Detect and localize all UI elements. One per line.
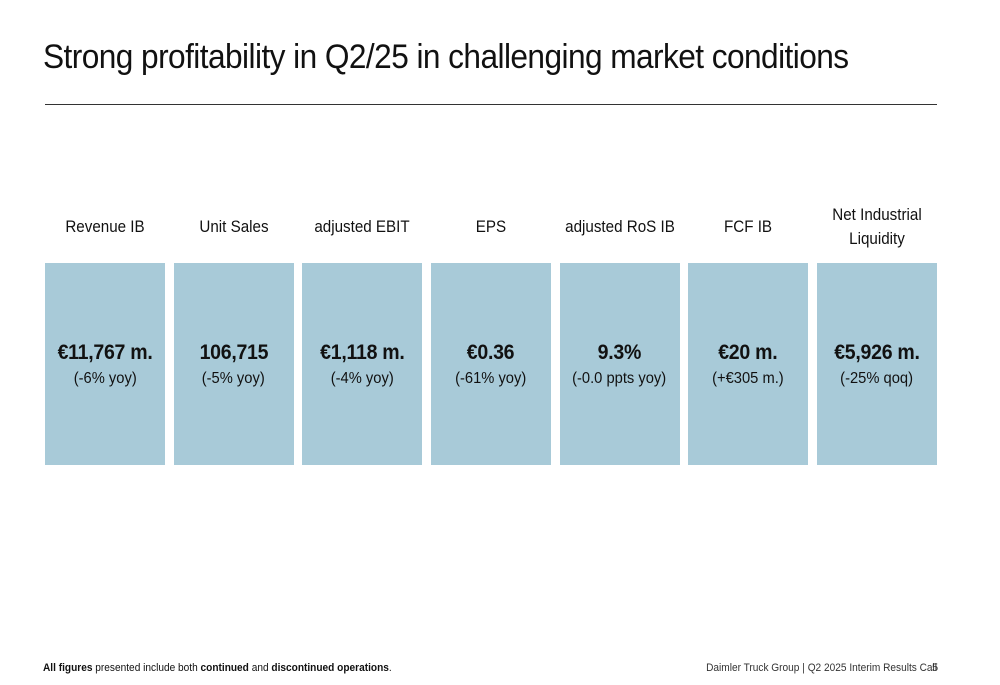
kpi-net-industrial-liquidity: Net Industrial Liquidity €5,926 m. (-25%… <box>816 196 937 465</box>
kpi-label: Unit Sales <box>199 218 269 236</box>
kpi-box: €11,767 m. (-6% yoy) <box>45 263 165 465</box>
kpi-value: €0.36 <box>467 340 515 364</box>
kpi-adjusted-ros: adjusted RoS IB 9.3% (-0.0 ppts yoy) <box>559 196 680 465</box>
kpi-box: 106,715 (-5% yoy) <box>173 263 294 465</box>
footnote-bold: discontinued operations <box>271 662 389 674</box>
page-number: 5 <box>932 662 939 674</box>
kpi-value: €20 m. <box>718 340 778 364</box>
footnote-bold: All figures <box>43 662 93 674</box>
kpi-change: (-61% yoy) <box>455 369 527 387</box>
kpi-revenue: Revenue IB €11,767 m. (-6% yoy) <box>45 196 165 465</box>
kpi-change: (-6% yoy) <box>73 369 137 387</box>
footnote-text: . <box>388 662 392 674</box>
footnote-bold: continued <box>200 662 249 674</box>
kpi-change: (-0.0 ppts yoy) <box>572 369 667 387</box>
footer-source: Daimler Truck Group | Q2 2025 Interim Re… <box>706 662 937 674</box>
kpi-box: €5,926 m. (-25% qoq) <box>816 263 937 465</box>
kpi-value: 9.3% <box>597 340 642 364</box>
page-title: Strong profitability in Q2/25 in challen… <box>43 38 849 76</box>
kpi-label: FCF IB <box>724 218 773 236</box>
kpi-box: €0.36 (-61% yoy) <box>430 263 551 465</box>
kpi-label: Revenue IB <box>65 218 145 236</box>
kpi-change: (+€305 m.) <box>712 369 785 387</box>
kpi-row: Revenue IB €11,767 m. (-6% yoy) Unit Sal… <box>45 196 937 465</box>
kpi-box: 9.3% (-0.0 ppts yoy) <box>559 263 680 465</box>
kpi-change: (-4% yoy) <box>330 369 394 387</box>
kpi-fcf: FCF IB €20 m. (+€305 m.) <box>688 196 809 465</box>
kpi-change: (-5% yoy) <box>202 369 266 387</box>
kpi-eps: EPS €0.36 (-61% yoy) <box>430 196 551 465</box>
kpi-label: EPS <box>475 218 507 236</box>
kpi-box: €1,118 m. (-4% yoy) <box>302 263 423 465</box>
kpi-value: €11,767 m. <box>57 340 153 364</box>
kpi-label: adjusted EBIT <box>314 218 410 236</box>
kpi-adjusted-ebit: adjusted EBIT €1,118 m. (-4% yoy) <box>302 196 423 465</box>
kpi-value: 106,715 <box>199 340 268 364</box>
kpi-unit-sales: Unit Sales 106,715 (-5% yoy) <box>173 196 294 465</box>
footnote-text: presented include both <box>92 662 201 674</box>
kpi-value: €5,926 m. <box>834 340 920 364</box>
kpi-box: €20 m. (+€305 m.) <box>688 263 809 465</box>
kpi-value: €1,118 m. <box>320 340 405 364</box>
footnote-text: and <box>248 662 272 674</box>
footnote: All figures presented include both conti… <box>43 662 392 674</box>
kpi-label: Net Industrial Liquidity <box>832 206 922 248</box>
title-divider <box>45 104 937 105</box>
kpi-label: adjusted RoS IB <box>564 218 675 236</box>
kpi-change: (-25% qoq) <box>840 369 914 387</box>
